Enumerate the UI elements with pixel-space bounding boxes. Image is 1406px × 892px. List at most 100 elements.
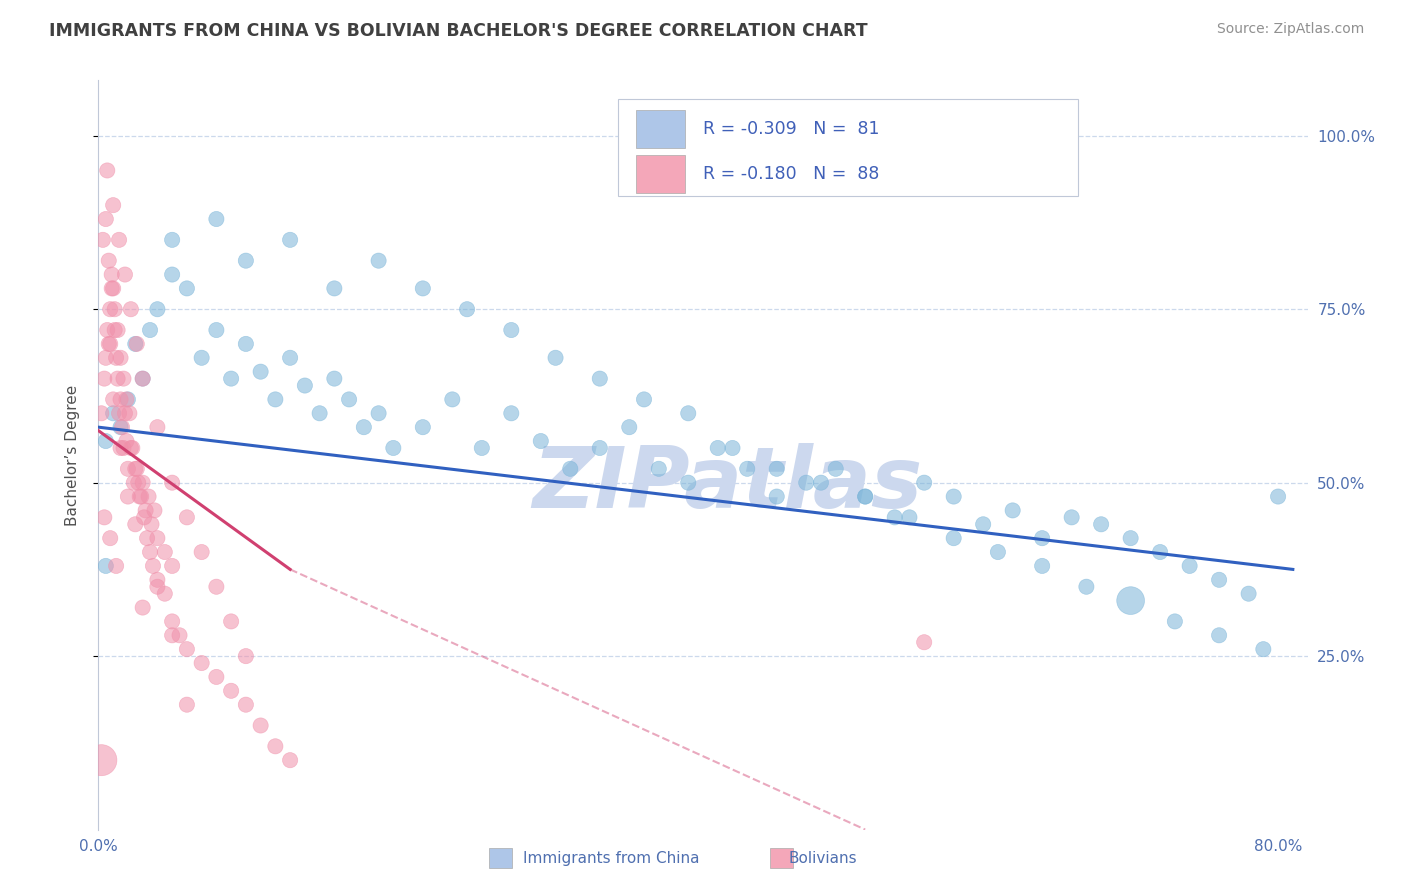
Point bbox=[1237, 587, 1260, 601]
Point bbox=[112, 371, 135, 385]
Point bbox=[249, 365, 271, 379]
Point bbox=[146, 580, 169, 594]
Point bbox=[101, 281, 124, 295]
Point bbox=[98, 302, 121, 317]
Point bbox=[117, 462, 139, 476]
Point bbox=[93, 371, 115, 385]
Point bbox=[110, 351, 132, 365]
Point bbox=[337, 392, 360, 407]
Point bbox=[678, 406, 700, 420]
Point bbox=[110, 392, 132, 407]
Y-axis label: Bachelor’s Degree: Bachelor’s Degree bbox=[65, 384, 80, 525]
Point bbox=[323, 281, 346, 295]
Point bbox=[122, 475, 145, 490]
Point bbox=[912, 475, 935, 490]
Point bbox=[235, 649, 257, 664]
Point bbox=[94, 212, 117, 227]
Point bbox=[765, 490, 787, 504]
Point bbox=[160, 615, 183, 629]
Point bbox=[118, 406, 141, 420]
Point bbox=[205, 580, 228, 594]
Text: Bolivians: Bolivians bbox=[789, 851, 856, 865]
Point bbox=[107, 323, 129, 337]
Point bbox=[93, 510, 115, 524]
Point bbox=[1076, 580, 1098, 594]
Point bbox=[114, 268, 136, 282]
Point bbox=[139, 323, 162, 337]
Point bbox=[190, 656, 212, 670]
Point bbox=[912, 635, 935, 649]
Point bbox=[853, 490, 876, 504]
Point bbox=[131, 475, 153, 490]
Point bbox=[264, 392, 287, 407]
Point bbox=[127, 475, 149, 490]
Point bbox=[382, 441, 405, 455]
Point bbox=[205, 323, 228, 337]
Point bbox=[90, 753, 112, 767]
Point bbox=[1001, 503, 1024, 517]
Point bbox=[110, 441, 132, 455]
Point bbox=[98, 337, 121, 351]
Point bbox=[105, 558, 128, 573]
Point bbox=[249, 718, 271, 732]
Text: ZIPatlas: ZIPatlas bbox=[531, 443, 922, 526]
Point bbox=[987, 545, 1010, 559]
Point bbox=[114, 406, 136, 420]
Point bbox=[125, 462, 148, 476]
Point bbox=[146, 531, 169, 545]
Point bbox=[278, 233, 301, 247]
Point bbox=[128, 490, 150, 504]
Point bbox=[353, 420, 375, 434]
Point bbox=[308, 406, 330, 420]
Point bbox=[176, 510, 198, 524]
Point bbox=[176, 281, 198, 295]
Text: R = -0.309   N =  81: R = -0.309 N = 81 bbox=[703, 120, 880, 138]
Point bbox=[235, 253, 257, 268]
Point bbox=[219, 683, 242, 698]
Point bbox=[501, 323, 523, 337]
Point bbox=[264, 739, 287, 754]
Point bbox=[135, 503, 157, 517]
Point bbox=[153, 545, 176, 559]
Point bbox=[104, 323, 127, 337]
Point bbox=[1178, 558, 1201, 573]
Point bbox=[115, 392, 138, 407]
Point bbox=[146, 573, 169, 587]
Point bbox=[1119, 531, 1142, 545]
Point bbox=[94, 351, 117, 365]
Point bbox=[160, 268, 183, 282]
Point bbox=[100, 281, 122, 295]
Point bbox=[117, 392, 139, 407]
Point bbox=[190, 351, 212, 365]
Point bbox=[972, 517, 994, 532]
Point bbox=[146, 302, 169, 317]
Point bbox=[101, 198, 124, 212]
Point bbox=[205, 670, 228, 684]
Point bbox=[367, 253, 389, 268]
Point bbox=[278, 753, 301, 767]
Text: Source: ZipAtlas.com: Source: ZipAtlas.com bbox=[1216, 22, 1364, 37]
Point bbox=[1164, 615, 1187, 629]
Point bbox=[120, 302, 142, 317]
Point bbox=[1090, 517, 1112, 532]
Point bbox=[633, 392, 655, 407]
Point bbox=[110, 420, 132, 434]
Point bbox=[412, 281, 434, 295]
Point bbox=[131, 600, 153, 615]
Point bbox=[883, 510, 905, 524]
Point bbox=[560, 462, 582, 476]
Point bbox=[129, 490, 152, 504]
Point bbox=[1253, 642, 1275, 657]
Point bbox=[810, 475, 832, 490]
Point bbox=[530, 434, 553, 448]
Point bbox=[101, 406, 124, 420]
Point bbox=[589, 371, 612, 385]
Point bbox=[1208, 628, 1230, 642]
Point bbox=[176, 642, 198, 657]
Point bbox=[107, 371, 129, 385]
Point bbox=[824, 462, 846, 476]
Point bbox=[160, 233, 183, 247]
Point bbox=[96, 323, 118, 337]
Point bbox=[1208, 573, 1230, 587]
Point bbox=[97, 253, 120, 268]
